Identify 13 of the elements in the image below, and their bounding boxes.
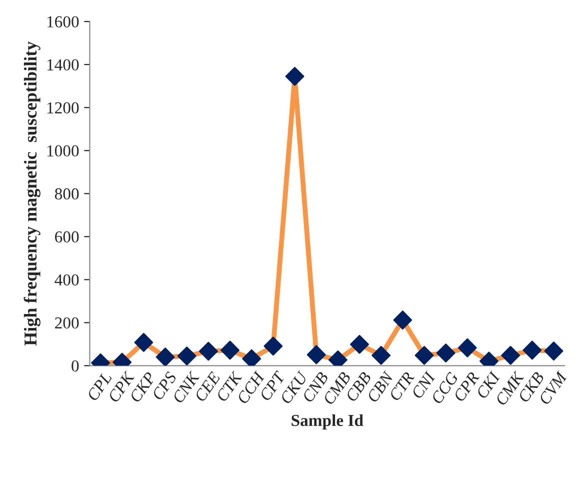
x-axis-title: Sample Id bbox=[292, 414, 364, 430]
point bbox=[242, 349, 262, 366]
y-tick-label: 200 bbox=[55, 317, 79, 329]
y-tick-label: 1600 bbox=[47, 16, 79, 28]
y-axis-title: High frequency magnetic susceptibility bbox=[24, 41, 40, 346]
y-tick-label: 1400 bbox=[47, 59, 79, 70]
x-tick-label: CPL bbox=[86, 371, 112, 402]
y-tick-label: 400 bbox=[54, 274, 79, 286]
y-tick-label: 600 bbox=[55, 231, 79, 243]
y-tick-label: 1200 bbox=[47, 102, 79, 114]
y-tick-label: 800 bbox=[54, 188, 79, 200]
y-tick-label: 0 bbox=[72, 360, 79, 372]
y-tick-label: 1000 bbox=[47, 145, 79, 157]
